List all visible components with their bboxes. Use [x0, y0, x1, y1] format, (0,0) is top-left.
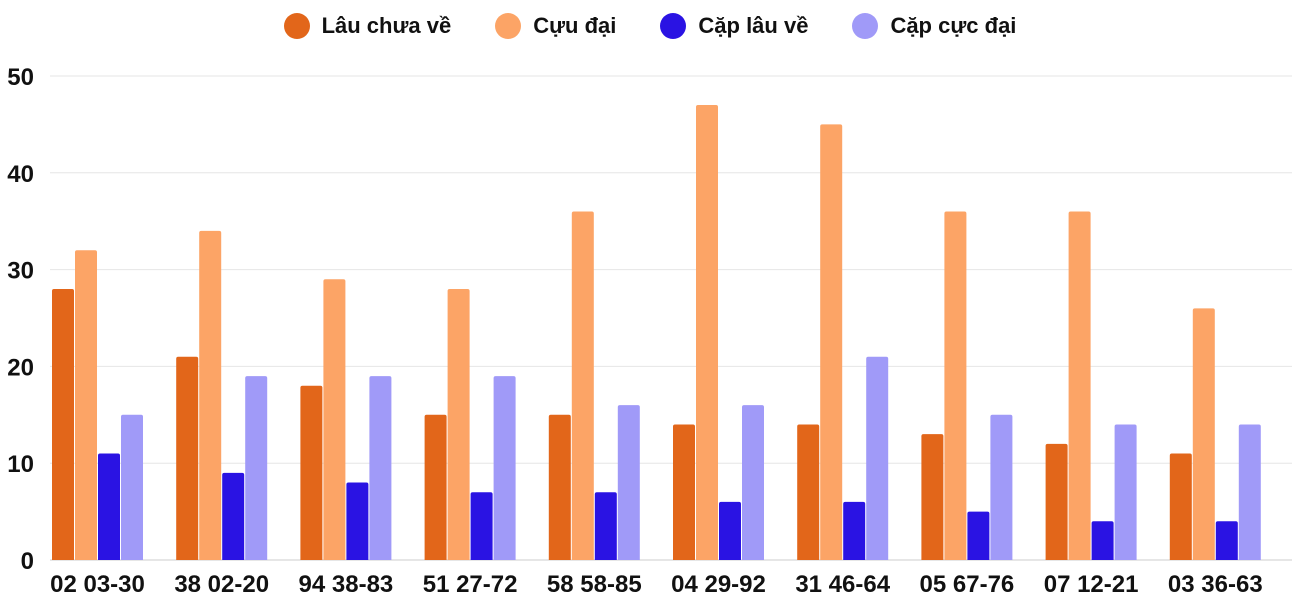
bar — [594, 492, 617, 560]
bar — [1169, 453, 1192, 560]
legend-item-cap-cuc-dai[interactable]: Cặp cực đại — [852, 13, 1016, 39]
bar — [52, 288, 74, 560]
bar — [1114, 424, 1137, 560]
y-tick-label: 50 — [7, 64, 34, 91]
bar — [424, 414, 447, 560]
x-tick-label: 03 36-63 — [1168, 571, 1263, 598]
legend: Lâu chưa về Cựu đại Cặp lâu về Cặp cực đ… — [0, 6, 1300, 46]
x-tick-label: 38 02-20 — [174, 571, 269, 598]
bar — [719, 501, 741, 560]
bar — [617, 405, 640, 560]
y-tick-label: 0 — [21, 548, 34, 575]
bar — [1238, 424, 1261, 560]
bar — [493, 376, 516, 560]
bar — [866, 356, 889, 560]
bar — [222, 472, 245, 560]
x-tick-label: 94 38-83 — [299, 571, 394, 598]
legend-dot-icon — [283, 13, 310, 39]
bar — [199, 230, 222, 560]
bar — [176, 356, 199, 560]
bar — [323, 279, 346, 560]
bar — [696, 105, 718, 560]
legend-label: Cặp cực đại — [890, 13, 1017, 38]
y-tick-label: 40 — [7, 161, 34, 188]
legend-item-cap-lau-ve[interactable]: Cặp lâu về — [660, 13, 808, 39]
bar — [797, 424, 820, 560]
legend-label: Cựu đại — [533, 13, 617, 38]
x-tick-label: 02 03-30 — [50, 571, 145, 598]
legend-label: Cặp lâu về — [698, 13, 809, 38]
bar — [944, 211, 967, 560]
bar — [98, 453, 120, 560]
x-tick-label: 05 67-76 — [920, 571, 1015, 598]
bar — [1091, 521, 1114, 560]
bar — [346, 482, 369, 560]
x-tick-label: 07 12-21 — [1044, 571, 1139, 598]
bar — [245, 376, 268, 560]
legend-dot-icon — [852, 13, 879, 39]
bar — [548, 414, 571, 560]
x-tick-label: 04 29-92 — [671, 571, 766, 598]
bar — [1068, 211, 1091, 560]
bar — [843, 501, 866, 560]
bar — [742, 405, 764, 560]
y-tick-label: 30 — [7, 258, 34, 285]
bar — [75, 250, 97, 561]
bar — [369, 376, 392, 560]
legend-dot-icon — [660, 13, 687, 39]
legend-label: Lâu chưa về — [321, 13, 452, 38]
bar — [447, 288, 470, 560]
bar — [990, 414, 1013, 560]
legend-dot-icon — [495, 13, 522, 39]
legend-item-cuu-dai[interactable]: Cựu đại — [495, 13, 616, 39]
bar — [571, 211, 594, 560]
bar — [673, 424, 695, 560]
bar — [820, 124, 843, 561]
bar — [921, 434, 944, 560]
y-tick-label: 10 — [7, 451, 34, 478]
bar — [1045, 443, 1068, 560]
x-tick-label: 58 58-85 — [547, 571, 642, 598]
y-tick-label: 20 — [7, 354, 34, 381]
legend-item-lau-chua-ve[interactable]: Lâu chưa về — [283, 13, 452, 39]
bar — [300, 385, 323, 560]
bar — [1192, 308, 1215, 560]
x-tick-label: 31 46-64 — [795, 571, 890, 598]
bar — [470, 492, 493, 560]
bar — [1215, 521, 1238, 560]
bar — [121, 414, 143, 560]
x-tick-label: 51 27-72 — [423, 571, 518, 598]
bar — [967, 511, 990, 560]
